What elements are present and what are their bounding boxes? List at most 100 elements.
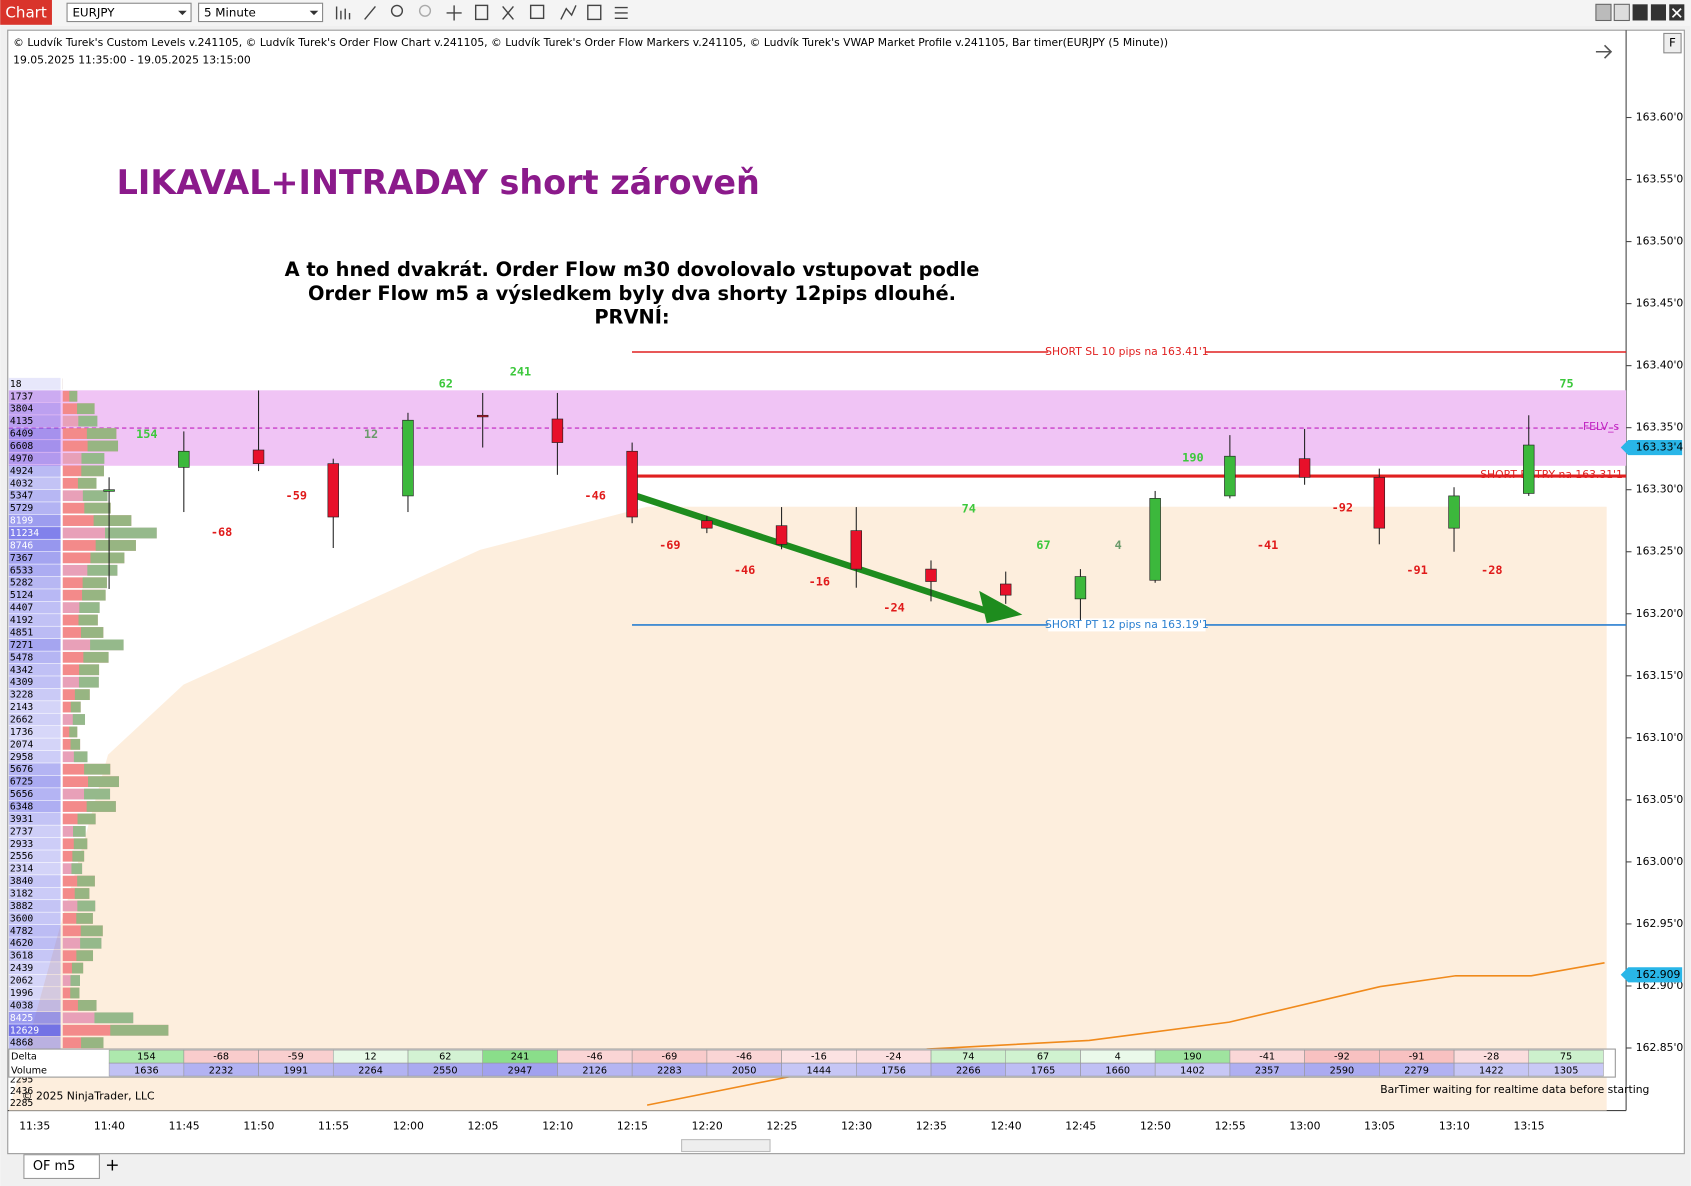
- candle-body: [1224, 455, 1236, 497]
- profile-bar-ask: [81, 465, 104, 477]
- icon-draw[interactable]: [364, 6, 376, 20]
- profile-label: 6348: [10, 802, 33, 813]
- profile-bar-ask: [82, 490, 108, 502]
- sheet-tab[interactable]: [23, 1154, 100, 1179]
- profile-bar-ask: [74, 689, 90, 701]
- annotation-line: A to hned dvakrát. Order Flow m30 dovolo…: [285, 258, 980, 281]
- profile-label-bg: [8, 676, 61, 689]
- time-tick-label: 12:55: [1215, 1120, 1246, 1133]
- profile-label-bg: [8, 725, 61, 738]
- price-tick-label: 162.85'0: [1636, 1041, 1684, 1054]
- bar-delta: -24: [883, 601, 904, 615]
- bar-delta: -46: [734, 563, 755, 577]
- profile-label-bg: [8, 464, 61, 477]
- icon-strategy[interactable]: [502, 6, 514, 20]
- profile-bar-ask: [80, 937, 102, 949]
- time-tick-label: 12:35: [916, 1120, 947, 1133]
- icon-zoom-in[interactable]: [390, 4, 404, 17]
- candle-body: [1448, 495, 1460, 529]
- delta-cell-label: 12: [364, 1052, 376, 1063]
- candle-body: [551, 418, 564, 443]
- profile-label: 2958: [10, 752, 33, 763]
- bar-delta: 74: [962, 501, 976, 515]
- profile-label: 8425: [10, 1013, 33, 1024]
- profile-label-bg: [8, 825, 61, 838]
- profile-label: 8746: [10, 540, 33, 551]
- profile-bar-ask: [79, 664, 100, 676]
- profile-bar-ask: [77, 875, 95, 887]
- profile-label-bg: [8, 887, 61, 900]
- annotation-title: LIKAVAL+INTRADAY short zároveň: [117, 163, 760, 202]
- time-tick-label: 12:00: [393, 1120, 424, 1133]
- profile-label: 3882: [10, 901, 33, 912]
- profile-label-bg: [8, 415, 61, 428]
- minimize-button[interactable]: [1632, 4, 1648, 21]
- profile-label: 4192: [10, 615, 33, 626]
- profile-bar-ask: [72, 714, 86, 725]
- profile-label: 3618: [10, 951, 33, 962]
- icon-data[interactable]: [529, 4, 545, 20]
- time-tick-label: 12:05: [467, 1120, 498, 1133]
- chart-tab[interactable]: [0, 0, 52, 25]
- delta-cell-label: -46: [736, 1052, 752, 1063]
- f-button[interactable]: [1663, 32, 1682, 54]
- profile-label: 1996: [10, 988, 33, 999]
- profile-bar-ask: [81, 627, 104, 638]
- volume-cell-label: 1305: [1554, 1066, 1579, 1077]
- price-tick-label: 163.30'0: [1636, 483, 1684, 496]
- profile-label: 3840: [10, 876, 33, 887]
- window-button[interactable]: [1595, 3, 1612, 22]
- period-select[interactable]: [198, 2, 324, 23]
- profile-label-bg: [8, 452, 61, 465]
- icon-crosshair[interactable]: [446, 5, 462, 21]
- profile-label-bg: [8, 701, 61, 713]
- profile-bar-ask: [76, 950, 94, 962]
- profile-label: 2074: [10, 739, 33, 750]
- profile-label: 2662: [10, 714, 33, 725]
- candle-body: [1373, 476, 1386, 529]
- profile-label-bg: [8, 551, 61, 564]
- profile-bar-ask: [94, 1012, 134, 1024]
- profile-label: 5676: [10, 764, 33, 775]
- profile-label: 4135: [10, 416, 33, 427]
- volume-cell-label: 1636: [134, 1066, 159, 1077]
- profile-label: 4309: [10, 677, 33, 688]
- delta-cell-label: 62: [439, 1052, 451, 1063]
- profile-label-bg: [8, 601, 61, 614]
- bar-delta: -46: [584, 488, 605, 502]
- price-tick-label: 163.20'0: [1636, 607, 1684, 620]
- scroll-arrow[interactable]: [1595, 44, 1613, 59]
- profile-bar-ask: [86, 801, 116, 812]
- volume-cell-label: 1756: [881, 1066, 906, 1077]
- window-buttons: [1595, 3, 1685, 22]
- icon-templates[interactable]: [587, 4, 602, 21]
- profile-bar-ask: [81, 1037, 104, 1049]
- price-tick-label: 163.35'0: [1636, 421, 1684, 434]
- bar-delta: -59: [286, 488, 307, 502]
- scrollbar[interactable]: [681, 1139, 771, 1153]
- annotation-line: PRVNÍ:: [594, 306, 669, 329]
- instrument-select[interactable]: [66, 2, 192, 23]
- candle-body: [1523, 444, 1535, 494]
- profile-label-bg: [8, 987, 61, 999]
- add-tab[interactable]: +: [105, 1156, 119, 1176]
- delta-cell-label: 241: [511, 1052, 530, 1063]
- profile-label: 2439: [10, 963, 33, 974]
- icon-list[interactable]: [614, 6, 628, 20]
- profile-label: 6533: [10, 565, 33, 576]
- window-button[interactable]: [1613, 3, 1630, 22]
- maximize-button[interactable]: [1650, 4, 1666, 21]
- candle-body: [1000, 583, 1012, 596]
- profile-bar-ask: [70, 701, 81, 713]
- icon-properties[interactable]: [474, 4, 489, 21]
- profile-label: 3182: [10, 889, 33, 900]
- icon-bars[interactable]: [335, 6, 351, 20]
- candle-body: [850, 530, 862, 570]
- time-tick-label: 12:15: [617, 1120, 648, 1133]
- icon-chart-trader[interactable]: [560, 5, 577, 20]
- icon-zoom-out[interactable]: [418, 4, 432, 17]
- profile-label: 5124: [10, 590, 33, 601]
- profile-bar-ask: [77, 403, 95, 415]
- profile-bar-ask: [73, 838, 88, 850]
- price-marker-label: 163.33'4: [1636, 441, 1684, 454]
